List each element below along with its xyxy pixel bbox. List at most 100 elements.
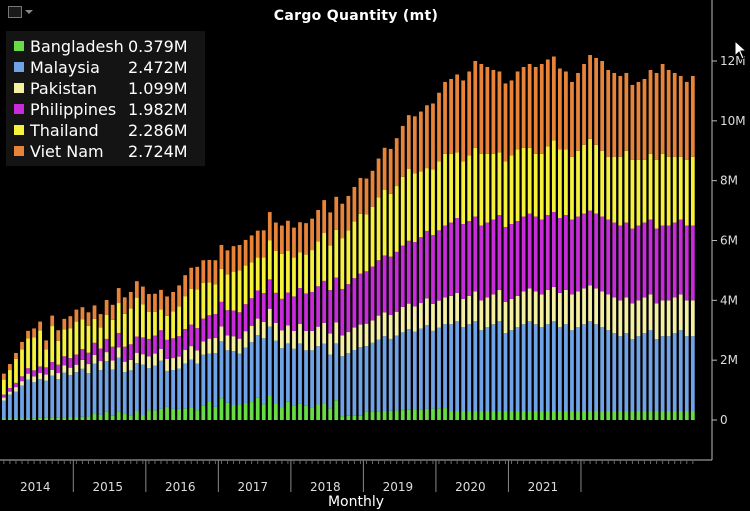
- bar-viet-nam: [618, 75, 623, 157]
- bar-viet-nam: [159, 289, 163, 310]
- bar-thailand: [261, 257, 266, 294]
- bar-thailand: [237, 270, 242, 313]
- bar-malaysia: [237, 353, 242, 405]
- bar-thailand: [328, 245, 333, 291]
- bar-malaysia: [32, 382, 36, 419]
- bar-pakistan: [594, 288, 599, 325]
- bar-malaysia: [14, 391, 18, 419]
- bar-thailand: [159, 309, 163, 331]
- bar-malaysia: [600, 327, 605, 412]
- bar-bangladesh: [564, 411, 568, 420]
- bar-thailand: [485, 153, 490, 223]
- bar-viet-nam: [425, 105, 429, 169]
- bar-malaysia: [62, 372, 67, 418]
- bar-bangladesh: [443, 408, 447, 420]
- bar-pakistan: [134, 352, 139, 364]
- bar-malaysia: [533, 324, 538, 412]
- bar-bangladesh: [195, 410, 200, 420]
- bar-viet-nam: [376, 158, 381, 198]
- bar-bangladesh: [600, 411, 605, 420]
- bar-pakistan: [255, 318, 260, 336]
- bar-malaysia: [642, 333, 647, 412]
- bar-bangladesh: [533, 411, 538, 420]
- bar-bangladesh: [509, 411, 514, 420]
- legend-swatch: [14, 146, 24, 156]
- bar-philippines: [412, 242, 417, 307]
- bar-bangladesh: [473, 411, 478, 420]
- bar-thailand: [292, 257, 296, 297]
- bar-viet-nam: [576, 72, 580, 151]
- bar-bangladesh: [110, 415, 115, 420]
- bar-bangladesh: [56, 417, 61, 420]
- bar-malaysia: [521, 324, 526, 412]
- y-tick-label: 4M: [720, 293, 738, 307]
- bar-malaysia: [225, 350, 230, 403]
- bar-bangladesh: [539, 411, 544, 420]
- bar-pakistan: [62, 365, 67, 373]
- bar-philippines: [219, 301, 224, 327]
- line-chart-icon[interactable]: [8, 6, 22, 18]
- bar-viet-nam: [62, 318, 67, 330]
- bar-viet-nam: [316, 209, 321, 242]
- y-tick-label: 10M: [720, 114, 746, 128]
- bar-thailand: [491, 153, 496, 220]
- bar-thailand: [92, 318, 97, 343]
- bar-thailand: [570, 156, 574, 220]
- bar-philippines: [328, 290, 333, 334]
- chart-toolbar[interactable]: [8, 4, 40, 20]
- bar-bangladesh: [255, 397, 260, 420]
- bar-malaysia: [292, 348, 296, 406]
- bar-pakistan: [153, 353, 157, 366]
- bar-thailand: [310, 250, 314, 292]
- bar-pakistan: [322, 322, 327, 344]
- legend-item-pakistan: Pakistan 1.099M: [14, 78, 188, 98]
- bar-thailand: [527, 147, 532, 214]
- bar-philippines: [237, 312, 242, 339]
- bar-bangladesh: [286, 401, 290, 420]
- bar-viet-nam: [26, 330, 30, 339]
- bar-philippines: [642, 222, 647, 298]
- bar-philippines: [153, 335, 157, 354]
- bar-malaysia: [159, 360, 163, 409]
- bar-pakistan: [122, 361, 127, 373]
- bar-thailand: [340, 238, 345, 289]
- bar-viet-nam: [213, 260, 218, 285]
- bar-viet-nam: [225, 250, 230, 275]
- bar-philippines: [394, 251, 399, 312]
- bar-philippines: [201, 318, 206, 342]
- bar-malaysia: [364, 346, 369, 412]
- bar-philippines: [582, 213, 586, 289]
- bar-philippines: [316, 286, 321, 327]
- bar-bangladesh: [249, 402, 254, 420]
- y-tick-label: 0: [720, 413, 728, 427]
- bar-bangladesh: [201, 405, 206, 420]
- bar-bangladesh: [116, 411, 121, 420]
- bar-bangladesh: [177, 408, 182, 420]
- bar-viet-nam: [352, 186, 357, 222]
- bar-pakistan: [419, 303, 423, 329]
- bar-bangladesh: [346, 415, 351, 420]
- bar-philippines: [437, 230, 441, 301]
- bar-philippines: [539, 219, 544, 295]
- bar-philippines: [479, 225, 484, 301]
- bar-philippines: [358, 273, 363, 325]
- bar-pakistan: [225, 335, 230, 351]
- bar-bangladesh: [237, 404, 242, 420]
- bar-viet-nam: [491, 69, 496, 154]
- bar-pakistan: [690, 300, 695, 337]
- bar-thailand: [44, 349, 49, 368]
- bar-thailand: [62, 329, 67, 357]
- bar-bangladesh: [558, 411, 562, 420]
- bar-thailand: [618, 156, 623, 226]
- bar-bangladesh: [491, 411, 496, 420]
- bar-pakistan: [50, 369, 55, 376]
- bar-malaysia: [189, 359, 194, 408]
- bar-bangladesh: [38, 417, 43, 420]
- bar-bangladesh: [672, 411, 677, 420]
- chevron-down-icon[interactable]: [25, 10, 33, 14]
- bar-bangladesh: [376, 411, 381, 420]
- bar-viet-nam: [370, 170, 375, 207]
- bar-pakistan: [261, 321, 266, 339]
- bar-thailand: [612, 156, 617, 223]
- bar-thailand: [116, 303, 121, 333]
